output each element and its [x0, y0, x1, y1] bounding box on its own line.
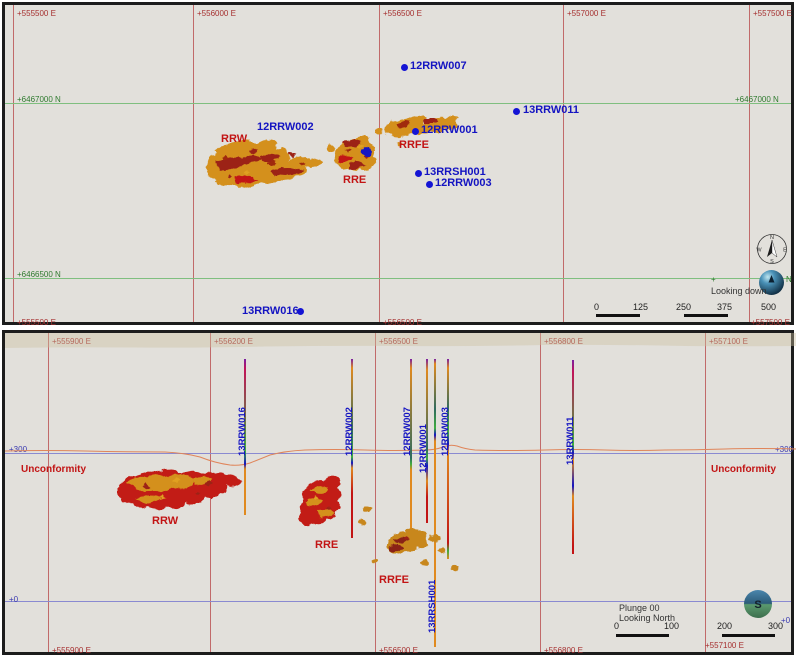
svg-text:E: E [783, 248, 787, 254]
svg-text:W: W [756, 248, 762, 254]
svg-text:S: S [754, 599, 761, 611]
svg-text:S: S [770, 259, 774, 265]
